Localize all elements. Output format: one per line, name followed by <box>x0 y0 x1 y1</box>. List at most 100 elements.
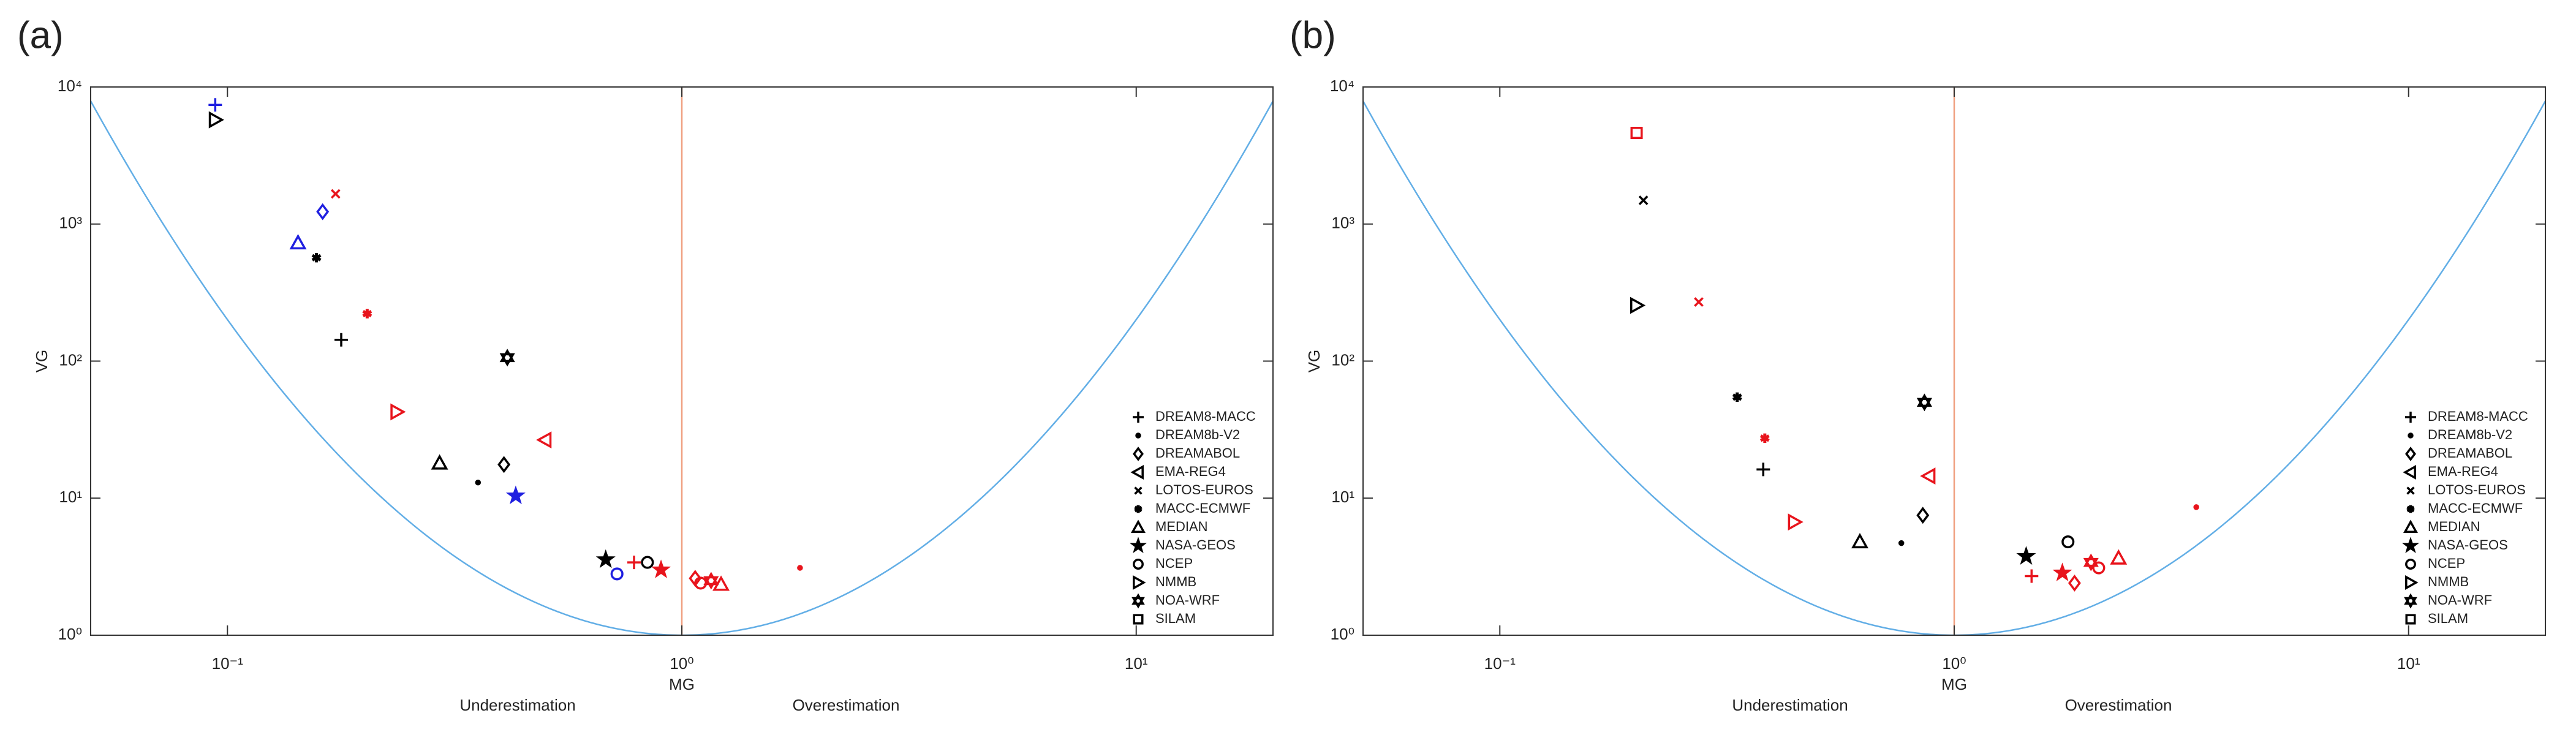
legend-marker <box>2405 447 2416 461</box>
legend-label: DREAM8-MACC <box>2428 409 2528 424</box>
legend-label: NMMB <box>2428 574 2469 589</box>
data-point <box>505 485 526 505</box>
data-point <box>1916 393 1932 412</box>
y-tick-label: 10⁰ <box>58 625 82 643</box>
data-point <box>1630 127 1643 140</box>
data-point <box>1638 195 1649 205</box>
y-axis-label: VG <box>32 350 51 373</box>
y-axis-label: VG <box>1305 350 1323 373</box>
legend-label: SILAM <box>2428 611 2468 626</box>
data-point <box>536 431 552 449</box>
min-vg-curve <box>91 100 1273 635</box>
legend-label: MEDIAN <box>1155 519 1208 534</box>
x-tick-label: 10¹ <box>2397 654 2420 673</box>
legend-marker <box>1133 614 1144 625</box>
legend-marker <box>1131 593 1145 609</box>
data-point <box>1916 507 1930 524</box>
y-tick-label: 10⁴ <box>58 77 82 95</box>
data-point <box>627 556 641 570</box>
data-point <box>651 559 671 578</box>
data-point <box>475 480 482 486</box>
data-point <box>610 567 624 581</box>
data-point <box>1630 296 1646 314</box>
legend-marker <box>1129 537 1147 553</box>
legend-label: SILAM <box>1155 611 1196 626</box>
data-point <box>2083 553 2099 572</box>
legend-marker <box>2403 519 2418 533</box>
data-point <box>431 454 448 470</box>
legend-label: DREAMABOL <box>2428 445 2512 461</box>
legend-marker <box>2403 465 2416 480</box>
data-point <box>1732 392 1742 402</box>
y-tick-label: 10⁴ <box>1330 77 1354 95</box>
legend-label: MACC-ECMWF <box>1155 500 1250 516</box>
y-tick-label: 10¹ <box>1331 488 1354 506</box>
data-point <box>1898 540 1905 546</box>
legend-marker <box>2401 537 2420 553</box>
data-point <box>499 349 515 367</box>
x-tick-label: 10¹ <box>1125 654 1148 673</box>
legend-marker <box>2408 432 2414 439</box>
panel: (b) 10⁻¹ 10⁰ 10¹ 10⁰ 10¹ 10² 10³ 10⁴ MG Underestim… <box>1290 14 2546 714</box>
data-point <box>2068 575 2081 592</box>
legend-label: DREAMABOL <box>1155 445 1240 461</box>
legend-marker <box>1133 447 1144 461</box>
y-tick-label: 10² <box>1331 350 1354 369</box>
data-point <box>2193 504 2199 510</box>
annotation: Underestimation <box>459 696 575 714</box>
data-point <box>390 403 406 421</box>
legend-label: MACC-ECMWF <box>2428 500 2523 516</box>
panel: (a) 10⁻¹ 10⁰ 10¹ 10⁰ 10¹ 10² 10³ 10⁴ MG Underestim… <box>17 14 1274 714</box>
legend-label: EMA-REG4 <box>2428 464 2498 479</box>
legend-label: DREAM8b-V2 <box>2428 427 2512 442</box>
legend-marker <box>1133 412 1144 423</box>
data-point <box>641 556 654 569</box>
data-point <box>1756 462 1770 477</box>
legend-label: NCEP <box>1155 556 1193 571</box>
legend-label: MEDIAN <box>2428 519 2480 534</box>
data-point <box>2061 535 2075 549</box>
data-point <box>289 233 307 250</box>
data-point <box>1694 297 1704 307</box>
y-tick-label: 10³ <box>1331 214 1354 232</box>
x-tick-label: 10⁻¹ <box>212 654 244 673</box>
data-point <box>797 565 803 571</box>
data-point <box>1851 532 1868 549</box>
legend-label: NMMB <box>1155 574 1196 589</box>
y-tick-label: 10² <box>59 350 82 369</box>
data-point <box>1920 467 1936 485</box>
annotation: Overestimation <box>2065 696 2172 714</box>
x-axis-label: MG <box>669 675 695 693</box>
y-tick-label: 10¹ <box>59 488 82 506</box>
legend-marker <box>1135 432 1141 439</box>
legend-marker <box>2405 559 2416 570</box>
data-point <box>2110 549 2128 565</box>
x-tick-label: 10⁻¹ <box>1484 654 1516 673</box>
x-axis-label: MG <box>1941 675 1967 693</box>
annotation: Underestimation <box>1732 696 1848 714</box>
data-point <box>1759 433 1770 443</box>
legend-marker <box>1134 505 1143 513</box>
data-point <box>2016 546 2036 565</box>
annotation: Overestimation <box>793 696 900 714</box>
legend-marker <box>1133 559 1144 570</box>
legend-marker <box>2406 505 2415 513</box>
data-point <box>703 572 719 590</box>
legend-label: NASA-GEOS <box>2428 537 2508 553</box>
data-point <box>1788 513 1804 531</box>
legend-marker <box>2406 486 2415 495</box>
data-point <box>595 549 616 568</box>
legend-label: DREAM8-MACC <box>1155 409 1256 424</box>
legend-label: LOTOS-EUROS <box>2428 482 2526 497</box>
data-point <box>208 98 222 112</box>
panel-label: (b) <box>1290 14 1336 56</box>
legend-label: EMA-REG4 <box>1155 464 1226 479</box>
y-tick-label: 10⁰ <box>1331 625 1354 643</box>
legend-marker <box>1130 465 1144 480</box>
legend-marker <box>2404 593 2417 609</box>
data-point <box>316 203 330 221</box>
legend-marker <box>2405 412 2416 423</box>
legend-label: NOA-WRF <box>2428 592 2492 608</box>
data-point <box>311 253 322 263</box>
